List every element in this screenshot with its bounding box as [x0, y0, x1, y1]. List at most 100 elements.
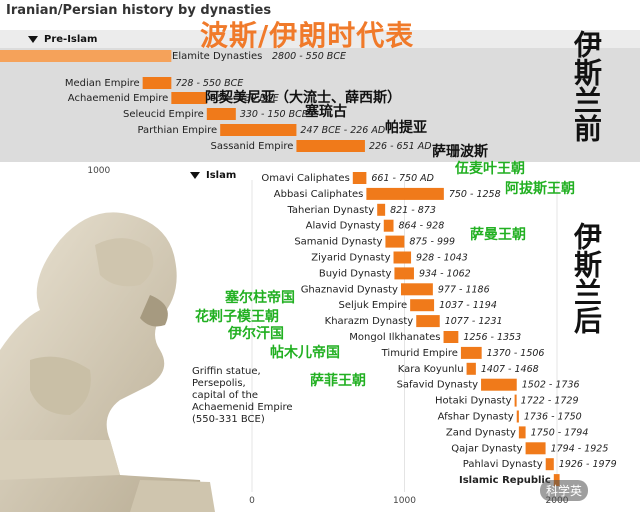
chinese-annotation: 塞尔柱帝国: [225, 290, 295, 306]
date-label: 1407 - 1468: [481, 364, 539, 375]
bar-alavid-dynasty: [383, 219, 394, 232]
chinese-annotation: 塞琉古: [305, 104, 347, 120]
date-label: 1736 - 1750: [524, 412, 582, 423]
section-islam-label: Islam: [206, 170, 237, 181]
chinese-annotation: 阿契美尼亚（大流士、薛西斯）: [205, 90, 401, 106]
bar-sassanid-empire: [296, 140, 365, 152]
side-label-pre-islam: 伊斯兰前: [570, 30, 603, 142]
bar-omavi-caliphates: [352, 172, 367, 184]
bar-median-empire: [142, 77, 172, 89]
dynasty-label: Alavid Dynasty: [306, 221, 381, 232]
collapse-triangle-icon[interactable]: [28, 35, 38, 43]
dynasty-label: Afshar Dynasty: [438, 412, 514, 423]
dynasty-label: Ghaznavid Dynasty: [301, 284, 398, 295]
dynasty-label: Abbasi Caliphates: [274, 189, 364, 200]
statue-caption: Griffin statue, Persepolis, capital of t…: [192, 366, 293, 426]
bar-kara-koyunlu: [466, 362, 476, 375]
date-label: 661 - 750 AD: [371, 173, 434, 184]
chinese-title: 波斯/伊朗时代表: [200, 19, 415, 52]
bar-kharazm-dynasty: [416, 315, 440, 328]
griffin-statue-image: [0, 212, 215, 512]
chinese-annotation: 阿拔斯王朝: [505, 181, 575, 197]
caption-line: Achaemenid Empire: [192, 402, 293, 413]
date-label: 1077 - 1231: [445, 316, 503, 327]
bar-parthian-empire: [220, 124, 297, 136]
chinese-annotation: 帕提亚: [385, 120, 427, 136]
dynasty-label: Samanid Dynasty: [294, 237, 382, 248]
date-label: 977 - 1186: [438, 284, 490, 295]
bar-ghaznavid-dynasty: [400, 283, 433, 296]
chinese-annotation: 伍麦叶王朝: [455, 161, 525, 177]
dynasty-label: Safavid Dynasty: [397, 380, 479, 391]
date-label: 1037 - 1194: [439, 300, 497, 311]
date-label: 1256 - 1353: [463, 332, 521, 343]
dynasty-label: Mongol Ilkhanates: [349, 332, 440, 343]
dynasty-label: Hotaki Dynasty: [435, 396, 512, 407]
date-label: 330 - 150 BCE: [240, 109, 308, 120]
section-pre-islam-label: Pre-Islam: [44, 34, 98, 45]
bar-abbasi-caliphates: [366, 187, 444, 200]
bar-qajar-dynasty: [525, 442, 546, 455]
chinese-annotation: 帖木儿帝国: [270, 345, 340, 361]
chinese-annotation: 萨菲王朝: [310, 373, 366, 389]
bar-samanid-dynasty: [385, 235, 405, 248]
bar-zand-dynasty: [518, 426, 526, 439]
date-label: 864 - 928: [399, 221, 445, 232]
caption-line: (550-331 BCE): [192, 414, 265, 425]
caption-line: capital of the: [192, 390, 258, 401]
bar-mongol-ilkhanates: [443, 331, 459, 343]
date-label: 875 - 999: [409, 237, 455, 248]
date-label: 1750 - 1794: [531, 427, 589, 438]
date-label: 750 - 1258: [449, 189, 501, 200]
bar-afshar-dynasty: [516, 410, 519, 423]
dynasty-label: Pahlavi Dynasty: [463, 459, 543, 470]
date-label: 1794 - 1925: [551, 443, 609, 454]
date-label: 2800 - 550 BCE: [272, 51, 346, 62]
dynasty-label: Kara Koyunlu: [398, 364, 464, 375]
dynasty-label: Seljuk Empire: [339, 300, 408, 311]
chinese-annotation: 伊尔汗国: [228, 326, 284, 342]
date-label: 928 - 1043: [416, 253, 468, 264]
watermark: 科学英: [540, 480, 589, 501]
dynasty-label: Kharazm Dynasty: [325, 316, 414, 327]
bar-ziyarid-dynasty: [393, 251, 412, 264]
dynasty-label: Timurid Empire: [381, 348, 458, 359]
bar-safavid-dynasty: [481, 378, 517, 391]
collapse-triangle-icon[interactable]: [190, 171, 200, 179]
section-islam[interactable]: Islam: [190, 170, 236, 181]
dynasty-label: Sassanid Empire: [211, 141, 294, 152]
caption-line: Persepolis,: [192, 378, 246, 389]
dynasty-label: Elamite Dynasties: [172, 51, 262, 62]
date-label: 1370 - 1506: [487, 348, 545, 359]
date-label: 247 BCE - 226 AD: [300, 125, 385, 136]
dynasty-label: Ziyarid Dynasty: [311, 253, 390, 264]
date-label: 821 - 873: [390, 205, 436, 216]
dynasty-label: Omavi Caliphates: [261, 173, 349, 184]
bar-seljuk-empire: [410, 299, 435, 312]
side-label-post-islam: 伊斯兰后: [570, 222, 603, 334]
dynasty-label: Buyid Dynasty: [319, 268, 392, 279]
bar-achaemenid-empire: [171, 92, 207, 104]
chart-title: Iranian/Persian history by dynasties: [6, 3, 272, 18]
date-label: 1502 - 1736: [522, 380, 580, 391]
section-pre-islam[interactable]: Pre-Islam: [28, 34, 97, 45]
dynasty-label: Zand Dynasty: [446, 427, 516, 438]
date-label: 728 - 550 BCE: [175, 78, 243, 89]
islam-axis-tick-label: 0: [249, 496, 255, 506]
date-label: 550 - 330 BCE: [211, 93, 279, 104]
dynasty-label: Islamic Republic: [459, 475, 551, 486]
chinese-annotation: 萨曼王朝: [470, 227, 526, 243]
date-label: 226 - 651 AD: [369, 141, 432, 152]
dynasty-label: Median Empire: [65, 78, 140, 89]
bar-pahlavi-dynasty: [545, 458, 554, 471]
bar-taherian-dynasty: [377, 203, 386, 216]
dynasty-label: Seleucid Empire: [123, 109, 204, 120]
islam-axis-tick-label: 2000: [546, 496, 569, 506]
bar-buyid-dynasty: [394, 267, 414, 280]
date-label: 1722 - 1729: [521, 396, 579, 407]
pre-axis-tick-label: 1000: [87, 166, 110, 176]
bar-elamite-dynasties: [0, 50, 172, 62]
pre-islam-header-band: [0, 30, 640, 48]
dynasty-label: Parthian Empire: [137, 125, 217, 136]
